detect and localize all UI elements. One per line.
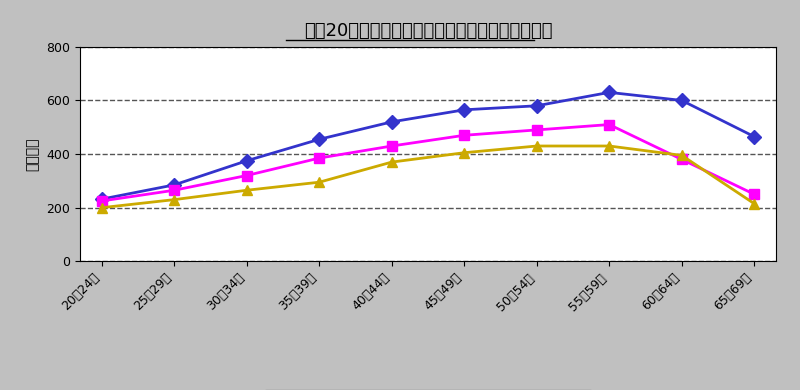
高卒: [387, 160, 397, 165]
大学・大学院卒: [170, 183, 179, 187]
高卒: [242, 188, 251, 193]
高卒: [677, 153, 686, 158]
高卒: [459, 151, 469, 155]
高専・短大卒: [532, 128, 542, 132]
高専・短大卒: [459, 133, 469, 138]
大学・大学院卒: [387, 119, 397, 124]
高卒: [170, 197, 179, 202]
大学・大学院卒: [314, 137, 324, 142]
大学・大学院卒: [242, 158, 251, 163]
高卒: [750, 201, 759, 206]
高卒: [97, 205, 106, 210]
Line: 高卒: 高卒: [97, 141, 759, 213]
高専・短大卒: [605, 122, 614, 127]
高卒: [314, 180, 324, 184]
高専・短大卒: [314, 156, 324, 160]
高専・短大卒: [387, 144, 397, 148]
大学・大学院卒: [677, 98, 686, 103]
大学・大学院卒: [750, 134, 759, 139]
高専・短大卒: [242, 173, 251, 178]
Line: 大学・大学院卒: 大学・大学院卒: [97, 87, 759, 204]
高専・短大卒: [750, 192, 759, 197]
高専・短大卒: [677, 157, 686, 162]
高専・短大卒: [170, 188, 179, 193]
Line: 高専・短大卒: 高専・短大卒: [97, 120, 759, 206]
高専・短大卒: [97, 199, 106, 203]
高卒: [532, 144, 542, 148]
大学・大学院卒: [532, 103, 542, 108]
Title: 平成20年賃金構造基本統計調査（大企業　男性）: 平成20年賃金構造基本統計調査（大企業 男性）: [304, 22, 552, 40]
大学・大学院卒: [97, 197, 106, 202]
Y-axis label: （千円）: （千円）: [26, 137, 39, 171]
大学・大学院卒: [605, 90, 614, 95]
大学・大学院卒: [459, 108, 469, 112]
高卒: [605, 144, 614, 148]
